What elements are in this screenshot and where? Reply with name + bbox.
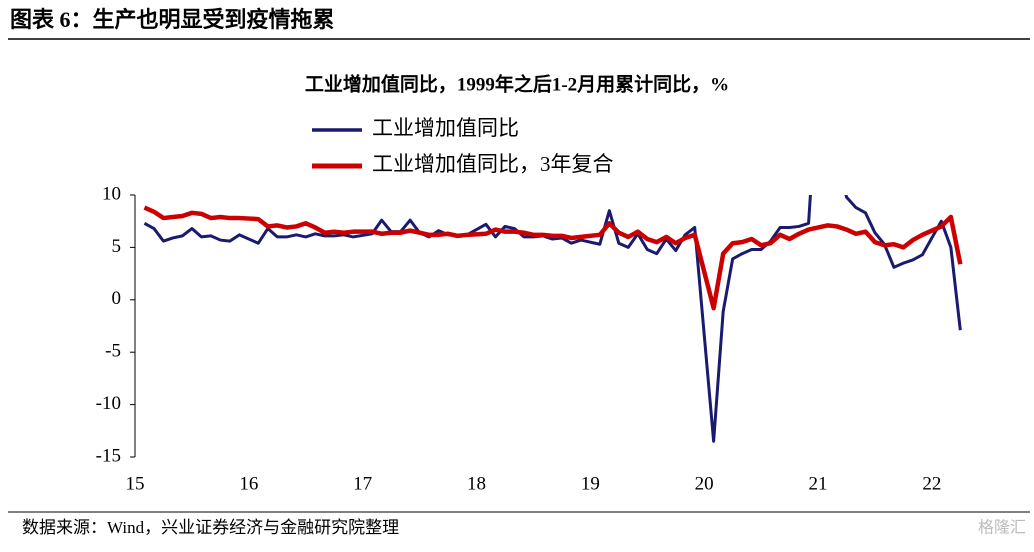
x-tick-label: 19 xyxy=(581,473,600,494)
x-tick-label: 15 xyxy=(126,473,145,494)
legend-label: 工业增加值同比，3年复合 xyxy=(372,152,614,176)
x-tick-label: 22 xyxy=(922,473,941,494)
x-tick-label: 21 xyxy=(809,473,828,494)
y-tick-label: -15 xyxy=(96,445,121,466)
page-title: 图表 6：生产也明显受到疫情拖累 xyxy=(10,7,335,32)
watermark: 格隆汇 xyxy=(978,519,1026,537)
legend-label: 工业增加值同比 xyxy=(372,116,519,140)
plot-area xyxy=(143,195,963,443)
x-tick-label: 18 xyxy=(467,473,486,494)
series-line xyxy=(143,205,963,311)
y-tick-label: 5 xyxy=(112,236,122,257)
y-tick-label: -5 xyxy=(105,341,121,362)
source-note: 数据来源：Wind，兴业证券经济与金融研究院整理 xyxy=(22,518,399,537)
x-tick-label: 20 xyxy=(695,473,714,494)
x-tick-label: 16 xyxy=(239,473,258,494)
chart-title: 工业增加值同比，1999年之后1-2月用累计同比，% xyxy=(305,72,729,95)
y-tick-label: -10 xyxy=(96,393,121,414)
y-tick-label: 0 xyxy=(112,288,122,309)
x-tick-label: 17 xyxy=(353,473,372,494)
y-tick-label: 10 xyxy=(102,183,121,204)
series-line xyxy=(143,195,962,443)
